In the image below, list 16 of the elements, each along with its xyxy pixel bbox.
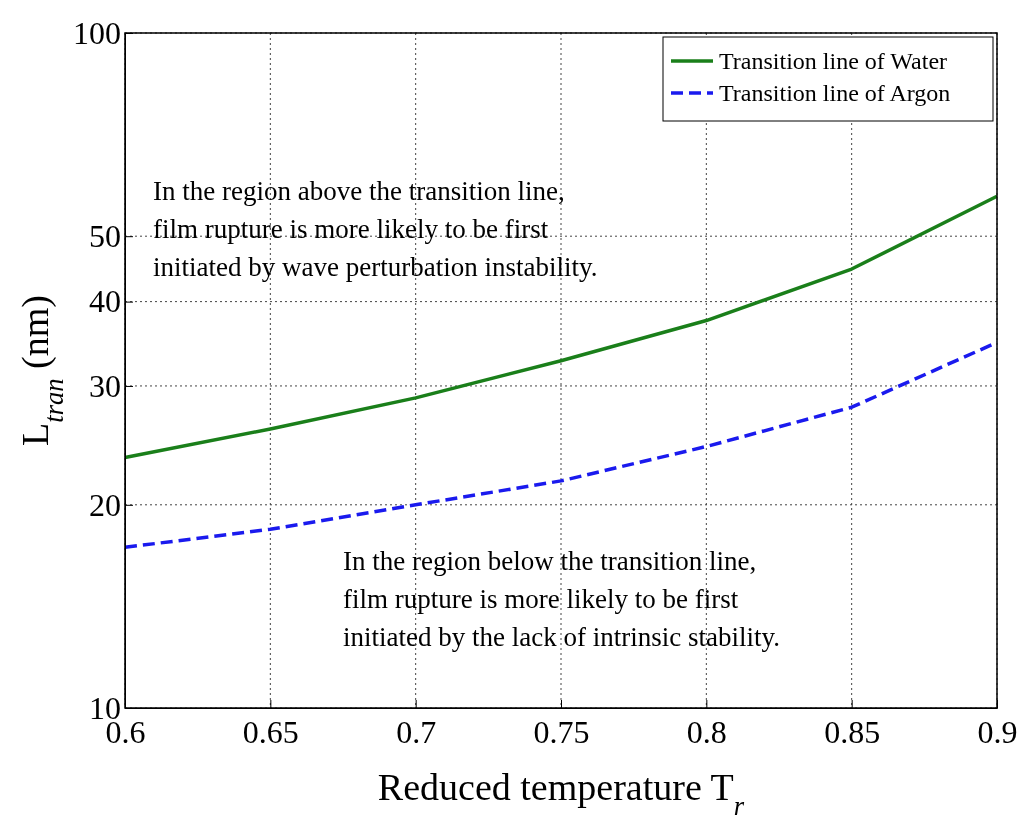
y-tick-label: 30: [89, 367, 121, 404]
y-tick-label: 20: [89, 486, 121, 523]
legend-label: Transition line of Water: [719, 48, 948, 74]
x-tick-label: 0.9: [977, 713, 1018, 750]
y-tick-label: 100: [73, 14, 121, 51]
x-axis-title: Reduced temperature T$_{r}$: [377, 766, 745, 816]
y-tick-label: 40: [89, 283, 121, 320]
x-tick-label: 0.8: [686, 713, 727, 750]
y-tick-label: 50: [89, 217, 121, 254]
legend-label: Transition line of Argon: [719, 80, 951, 106]
x-tick-label: 0.85: [824, 713, 881, 750]
x-tick-label: 0.7: [396, 713, 437, 750]
annotation: In the region below the transition line, film rupture is more likely to be first initiated by the lack of intrinsic stability.: [343, 546, 780, 652]
annotation: In the region above the transition line, film rupture is more likely to be first initiated by wave perturbation instability.: [153, 176, 598, 282]
x-tick-label: 0.75: [533, 713, 590, 750]
x-tick-label: 0.65: [242, 713, 299, 750]
